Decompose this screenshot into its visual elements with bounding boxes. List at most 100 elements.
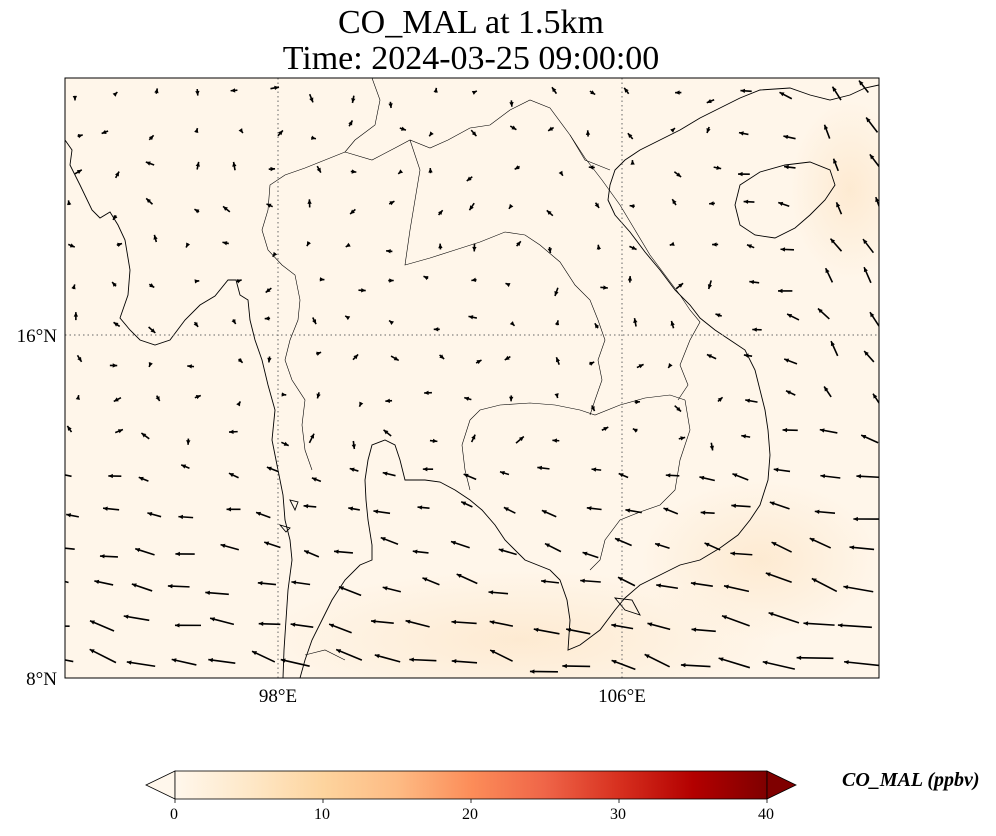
wind-vector-head-171 [195,395,201,400]
wind-vector-head-259 [334,549,339,554]
wind-vector-head-112 [361,288,366,293]
wind-vector-head-47 [270,166,276,172]
wind-vector-head-61 [833,158,838,164]
wind-vector-head-24 [194,128,199,134]
wind-vector-head-291 [765,572,771,577]
wind-vector-head-232 [103,506,108,511]
wind-vector-head-110 [265,288,271,293]
wind-vector-head-109 [236,279,242,284]
wind-vector-head-158 [504,355,510,360]
wind-vector-shaft-332 [718,657,751,669]
wind-vector-head-152 [267,357,272,363]
wind-vector-head-45 [195,161,200,167]
wind-vector-head-221 [499,470,505,476]
wind-vector-head-72 [438,210,443,216]
wind-vector-head-143 [752,327,757,332]
wind-vector-head-174 [316,393,321,399]
wind-vector-head-78 [672,199,677,205]
wind-vector-head-32 [511,125,517,130]
wind-vector-head-149 [148,361,153,367]
lat-tick-16: 16°N [17,326,58,347]
wind-vector-head-132 [312,319,317,325]
wind-vector-head-89 [272,251,278,257]
wind-vector-head-251 [853,516,858,522]
wind-vector-head-21 [77,134,83,139]
wind-vector-head-202 [603,427,609,432]
wind-vector-shaft-330 [644,653,671,668]
wind-vector-head-51 [428,168,433,173]
coastlines [65,84,879,678]
wind-vector-head-166 [830,341,835,347]
wind-vector-head-298 [210,617,215,622]
wind-vector-head-56 [630,160,635,165]
wind-vector-head-249 [769,501,775,506]
wind-vector-head-14 [624,87,629,93]
wind-vector-head-60 [784,164,789,170]
wind-vector-head-55 [588,165,594,170]
wind-vector-head-263 [498,548,504,553]
colorbar-tick-30: 30 [610,806,626,823]
co-plume-ne [790,100,879,280]
wind-vector-head-75 [546,210,552,215]
wind-vector-head-96 [547,248,552,253]
wind-vector-head-105 [71,284,76,290]
wind-vector-head-209 [861,434,867,439]
wind-vector-head-144 [787,314,793,318]
wind-vector-head-208 [819,428,825,433]
wind-vector-shaft-331 [680,664,711,668]
wind-vector-head-203 [632,428,638,433]
wind-vector-head-306 [533,627,539,633]
wind-vector-head-104 [863,239,868,244]
wind-vector-head-28 [348,120,353,126]
wind-vector-head-200 [518,436,524,442]
wind-vector-shaft-333 [762,660,796,670]
wind-vector-head-326 [490,650,496,655]
wind-vector-head-101 [747,244,752,249]
wind-vector-shaft-324 [409,658,437,662]
wind-vector-head-229 [820,473,826,479]
wind-vector-head-287 [618,577,624,582]
wind-vector-head-261 [412,549,418,554]
wind-vector-head-134 [389,320,394,325]
wind-vector-head-159 [555,357,561,363]
wind-vector-head-140 [633,318,638,323]
wind-vector-head-3 [195,90,200,96]
wind-vector-head-323 [374,654,380,659]
wind-vector-shaft-322 [335,648,363,661]
wind-vector-head-106 [112,282,117,287]
wind-vector-head-283 [456,574,462,578]
wind-vector-head-99 [669,241,675,246]
wind-vector-head-246 [663,507,669,512]
wind-vector-head-54 [558,170,563,176]
wind-vector-head-65 [146,198,151,204]
wind-vector-head-77 [629,204,635,209]
map-title-line2: Time: 2024-03-25 09:00:00 [282,40,660,77]
wind-vector-head-213 [181,464,187,469]
wind-vector-head-272 [849,545,855,550]
wind-vector-head-129 [193,321,199,327]
wind-vector-head-7 [351,98,356,103]
wind-vectors [65,80,879,674]
wind-vector-head-57 [676,172,682,177]
wind-vector-head-258 [304,550,310,555]
wind-vector-head-69 [307,199,312,204]
wind-vector-shaft-313 [803,622,835,626]
wind-vector-head-127 [113,322,119,327]
wind-vector-head-256 [220,543,226,548]
wind-vector-head-138 [554,320,560,326]
wind-vector-head-67 [223,206,228,211]
wind-vector-head-296 [123,614,129,619]
wind-vector-head-169 [113,397,119,402]
wind-vector-head-212 [138,476,144,481]
wind-vector-head-102 [780,247,786,252]
wind-vector-head-8 [388,103,393,108]
wind-vector-head-285 [541,579,546,584]
wind-vector-head-206 [741,434,747,439]
wind-vector-head-82 [836,202,841,208]
wind-vector-head-20 [858,80,864,86]
wind-vector-head-204 [680,436,686,441]
wind-vector-head-334 [796,655,802,660]
wind-vector-shaft-319 [208,658,236,665]
wind-vector-head-50 [398,169,404,174]
wind-vector-head-264 [544,543,550,548]
